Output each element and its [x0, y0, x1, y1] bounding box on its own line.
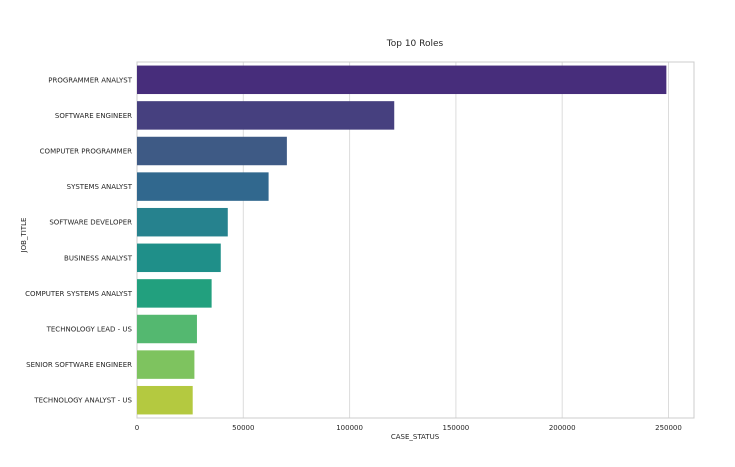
category-label: SYSTEMS ANALYST [67, 183, 133, 191]
plot-area-frame [136, 61, 695, 419]
x-tick-label: 100000 [336, 424, 363, 432]
category-label: PROGRAMMER ANALYST [48, 76, 132, 84]
bar [137, 314, 197, 344]
bar [137, 385, 193, 415]
x-tick-labels: 0 50000 100000 150000 200000 250000 [135, 424, 682, 432]
bar [137, 350, 195, 379]
category-label: SENIOR SOFTWARE ENGINEER [26, 361, 132, 369]
category-label: SOFTWARE ENGINEER [55, 112, 132, 120]
bar [137, 207, 228, 237]
x-tick-label: 50000 [232, 424, 254, 432]
bar [137, 279, 212, 308]
bar [137, 243, 221, 273]
y-axis-label: JOB_TITLE [20, 218, 28, 254]
category-label: COMPUTER SYSTEMS ANALYST [25, 290, 133, 298]
category-label: TECHNOLOGY LEAD - US [46, 326, 133, 334]
bar [137, 136, 287, 166]
bar [137, 172, 269, 201]
category-label: BUSINESS ANALYST [64, 254, 133, 262]
category-labels: PROGRAMMER ANALYST SOFTWARE ENGINEER COMPU… [25, 76, 133, 404]
category-label: SOFTWARE DEVELOPER [49, 219, 132, 227]
x-tick-label: 200000 [549, 424, 576, 432]
chart-title: Top 10 Roles [386, 39, 444, 49]
category-label: TECHNOLOGY ANALYST - US [33, 397, 132, 405]
x-tick-label: 250000 [655, 424, 682, 432]
bars [137, 65, 667, 415]
x-tick-label: 150000 [443, 424, 470, 432]
x-axis-label: CASE_STATUS [391, 433, 440, 441]
bar [137, 65, 667, 95]
x-tick-label: 0 [135, 424, 139, 432]
category-label: COMPUTER PROGRAMMER [40, 148, 132, 156]
bar [137, 101, 395, 130]
